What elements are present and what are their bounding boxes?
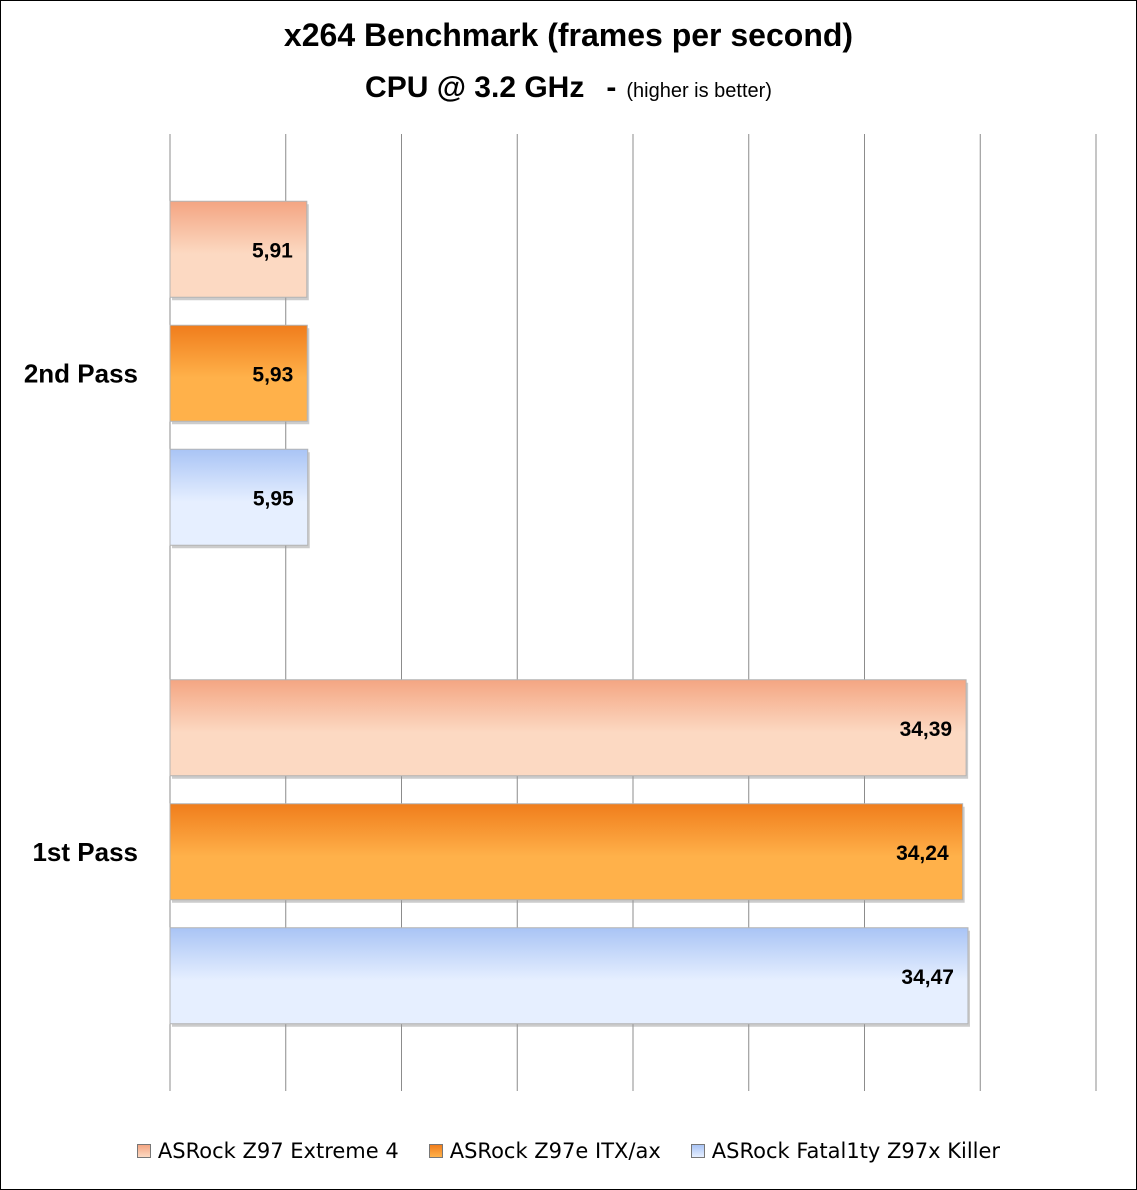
bar-chart: 5,91 5,93 5,95 34,39 34,24 34,47 2nd Pass 1st …: [24, 134, 1097, 1091]
legend: ASRock Z97 Extreme 4 ASRock Z97e ITX/ax AS…: [1, 1139, 1136, 1163]
legend-swatch: [136, 1144, 151, 1158]
legend-item: ASRock Z97 Extreme 4: [136, 1139, 399, 1163]
data-label: 34,39: [900, 718, 953, 741]
bars: 5,91 5,93 5,95 34,39 34,24 34,47: [169, 200, 970, 1027]
bar-first-pass-series-0: [169, 679, 967, 777]
legend-label: ASRock Z97e ITX/ax: [449, 1139, 661, 1163]
subtitle-note: (higher is better): [626, 80, 772, 102]
legend-label: ASRock Z97 Extreme 4: [157, 1139, 399, 1163]
category-labels: 2nd Pass 1st Pass: [24, 358, 138, 867]
bar-first-pass-series-1: [169, 803, 964, 901]
bar-second-pass-series-2: [169, 448, 309, 546]
data-label: 5,95: [253, 487, 294, 510]
category-label: 1st Pass: [32, 837, 138, 867]
data-label: 34,47: [901, 966, 954, 989]
legend-swatch: [428, 1144, 443, 1158]
legend-item: ASRock Z97e ITX/ax: [428, 1139, 661, 1163]
data-label: 34,24: [896, 842, 949, 865]
bar-second-pass-series-0: [169, 200, 308, 298]
bar-first-pass-series-2: [169, 927, 969, 1025]
data-label: 5,91: [252, 239, 293, 262]
legend-label: ASRock Fatal1ty Z97x Killer: [711, 1139, 1001, 1163]
legend-item: ASRock Fatal1ty Z97x Killer: [690, 1139, 1001, 1163]
category-label: 2nd Pass: [24, 358, 138, 388]
legend-swatch: [690, 1144, 705, 1158]
subtitle-separator: -: [606, 71, 617, 104]
chart-title: x264 Benchmark (frames per second): [283, 17, 854, 53]
subtitle-main: CPU @ 3.2 GHz: [365, 71, 585, 104]
bar-second-pass-series-1: [169, 324, 308, 422]
data-label: 5,93: [252, 363, 293, 386]
chart-subtitle: CPU @ 3.2 GHz - (higher is better): [1, 71, 1136, 105]
